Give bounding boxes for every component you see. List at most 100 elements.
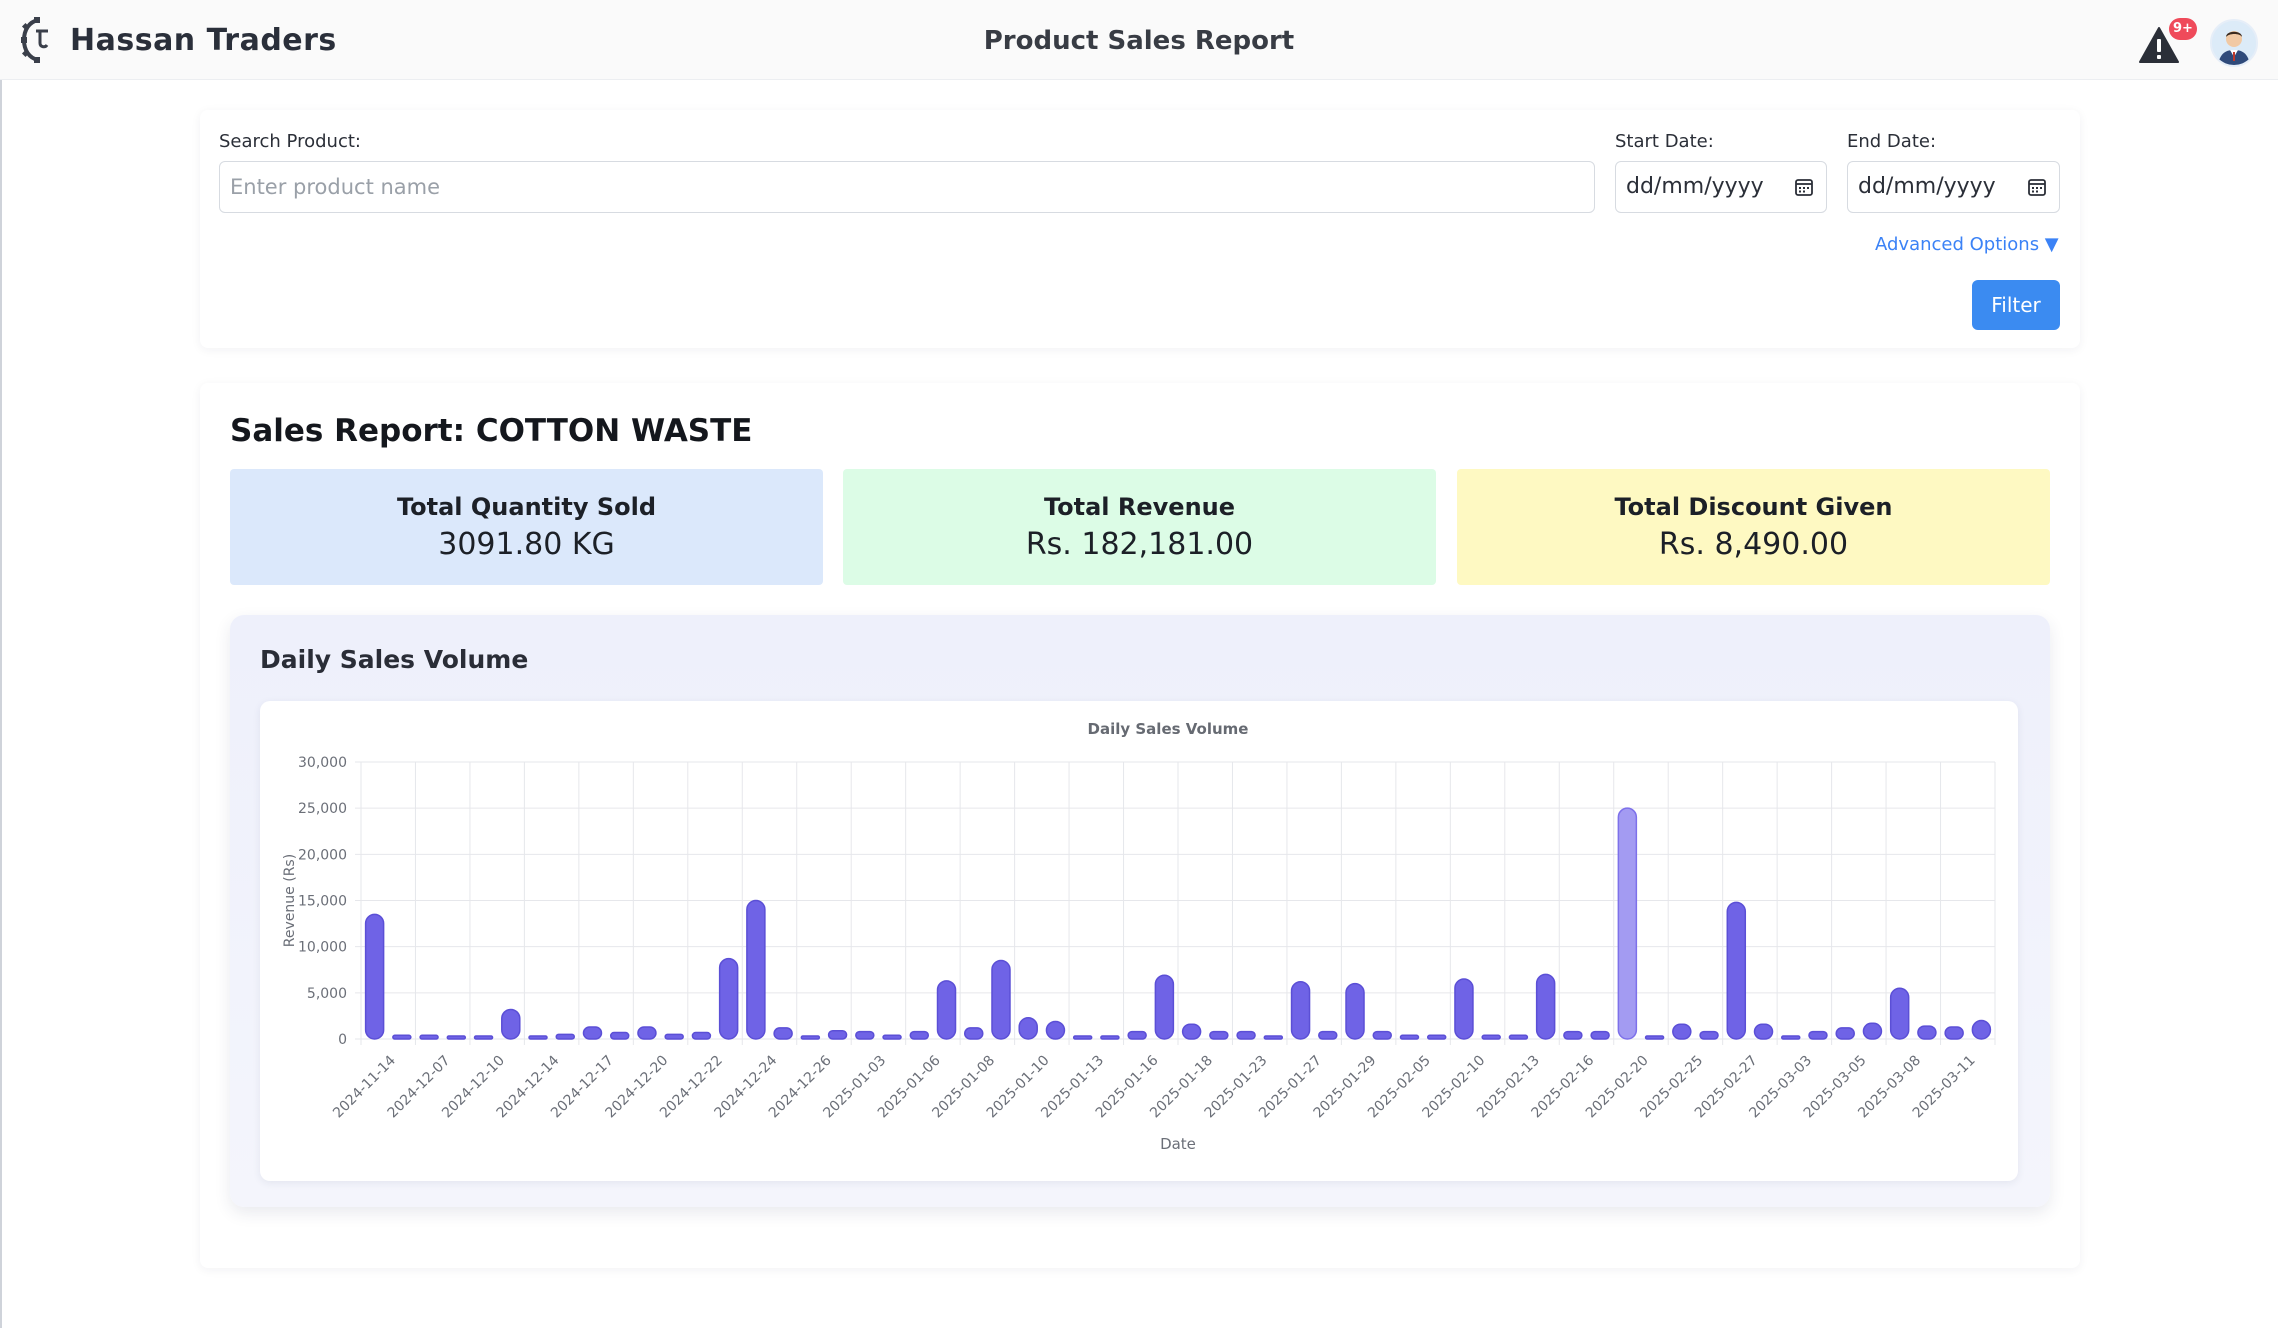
- end-date-input[interactable]: dd/mm/yyyy: [1847, 161, 2060, 213]
- chart-bar: [746, 899, 766, 1040]
- advanced-options-toggle[interactable]: Advanced Options ▼: [1875, 234, 2059, 255]
- chart-bar: [691, 1031, 712, 1040]
- chart-bar: [1399, 1034, 1420, 1040]
- stat-label: Total Revenue: [1043, 493, 1236, 521]
- stat-card-quantity: Total Quantity Sold 3091.80 KG: [230, 469, 823, 585]
- chart-bar: [609, 1031, 630, 1040]
- chart-section-title: Daily Sales Volume: [260, 645, 529, 674]
- chart-bar: [1263, 1035, 1284, 1040]
- chart-bar: [555, 1033, 575, 1040]
- start-date-value: dd/mm/yyyy: [1626, 174, 1764, 199]
- user-avatar-icon: [2212, 21, 2256, 65]
- chart-bar: [419, 1034, 439, 1040]
- chart-bar: [446, 1035, 467, 1040]
- stat-label: Total Discount Given: [1614, 493, 1893, 521]
- alert-count-badge: 9+: [2169, 18, 2197, 40]
- chart-bar: [827, 1029, 848, 1040]
- y-tick-label: 0: [338, 1032, 347, 1048]
- chart-bar: [473, 1035, 494, 1040]
- chart-bar: [1808, 1030, 1828, 1040]
- chart-bar: [800, 1035, 821, 1040]
- chart-bar: [1454, 978, 1474, 1040]
- chart-bar: [1644, 1035, 1665, 1040]
- filter-panel: Search Product: Enter product name Start…: [200, 110, 2080, 348]
- start-date-input[interactable]: dd/mm/yyyy: [1615, 161, 1827, 213]
- x-axis-label: Date: [1160, 1135, 1196, 1153]
- chart-bar: [1590, 1030, 1610, 1040]
- chart-title: Daily Sales Volume: [1088, 720, 1249, 738]
- page-title: Product Sales Report: [983, 26, 1295, 56]
- chart-panel: Daily Sales Volume 0 5,000 10,000 15,000 20,…: [230, 615, 2050, 1207]
- chart-bar: [637, 1026, 657, 1040]
- alerts-button[interactable]: 9+: [2138, 18, 2197, 66]
- search-input[interactable]: Enter product name: [219, 161, 1595, 213]
- stat-value: Rs. 8,490.00: [1658, 527, 1849, 562]
- report-title: Sales Report: COTTON WASTE: [230, 413, 753, 449]
- daily-sales-bar-chart: 05,00010,00015,00020,00025,00030,0002024…: [282, 720, 1996, 1153]
- report-panel: Sales Report: COTTON WASTE Total Quantit…: [200, 383, 2080, 1268]
- chart-bar: [1018, 1017, 1038, 1040]
- y-axis-label: Revenue (Rs): [282, 854, 298, 947]
- chart-bar: [773, 1027, 793, 1040]
- chart-bar: [936, 980, 957, 1040]
- chart-bar: [1318, 1030, 1338, 1040]
- end-date-value: dd/mm/yyyy: [1858, 174, 1996, 199]
- chart-bar: [664, 1033, 684, 1040]
- chart-bar: [1045, 1020, 1066, 1040]
- stat-card-discount: Total Discount Given Rs. 8,490.00: [1457, 469, 2050, 585]
- chart-bar: [1944, 1026, 1964, 1040]
- chart-container: 0 5,000 10,000 15,000 20,000 25,000 30,000 2024…: [260, 701, 2018, 1181]
- chart-bar: [1426, 1034, 1447, 1040]
- chart-bar: [501, 1008, 521, 1040]
- page-left-border: [0, 80, 2, 1328]
- chart-bar: [855, 1030, 875, 1040]
- chart-bar: [392, 1034, 412, 1040]
- chart-bar: [1100, 1035, 1120, 1040]
- y-tick-label: 15,000: [298, 894, 347, 910]
- brand-logo-icon: [21, 17, 49, 63]
- chart-bar: [1508, 1034, 1529, 1040]
- chart-bar: [991, 959, 1011, 1040]
- user-avatar[interactable]: [2210, 19, 2258, 67]
- chart-bar: [1917, 1025, 1937, 1040]
- search-label: Search Product:: [219, 131, 361, 152]
- stat-card-revenue: Total Revenue Rs. 182,181.00: [843, 469, 1436, 585]
- chart-bar: [1672, 1023, 1692, 1040]
- chart-bar: [1290, 981, 1311, 1040]
- chart-bar: [882, 1034, 902, 1040]
- stat-value: 3091.80 KG: [438, 527, 615, 562]
- brand[interactable]: Hassan Traders: [20, 16, 337, 64]
- start-date-label: Start Date:: [1615, 131, 1714, 152]
- chart-bar: [1181, 1023, 1202, 1040]
- top-header: Hassan Traders Product Sales Report 9+: [0, 0, 2278, 80]
- filter-button[interactable]: Filter: [1972, 280, 2060, 330]
- warning-triangle-icon: [2139, 27, 2179, 63]
- chart-bar: [1535, 973, 1556, 1040]
- chart-bar: [1127, 1030, 1147, 1040]
- chart-bar: [1236, 1030, 1256, 1040]
- chart-bar: [1835, 1027, 1855, 1040]
- y-tick-label: 5,000: [307, 986, 347, 1002]
- brand-name: Hassan Traders: [70, 22, 337, 58]
- chart-bar: [582, 1026, 603, 1040]
- chart-bar: [1481, 1034, 1501, 1040]
- chart-bar: [364, 913, 385, 1040]
- y-tick-label: 10,000: [298, 940, 347, 956]
- chart-bar: [1699, 1030, 1719, 1040]
- y-tick-label: 20,000: [298, 847, 347, 863]
- chart-bar: [718, 957, 739, 1040]
- chart-bar: [1209, 1030, 1229, 1040]
- chart-bar: [528, 1035, 548, 1040]
- calendar-icon: [2028, 179, 2046, 196]
- chart-bar: [1563, 1030, 1583, 1040]
- chart-bar: [1617, 807, 1638, 1040]
- stat-label: Total Quantity Sold: [396, 493, 657, 521]
- chart-bar: [909, 1030, 930, 1040]
- end-date-label: End Date:: [1847, 131, 1937, 152]
- chart-bar: [1154, 974, 1175, 1040]
- chart-bar: [1753, 1023, 1774, 1040]
- chart-bar: [1072, 1035, 1093, 1040]
- chart-bar: [964, 1027, 984, 1040]
- chart-bar: [1781, 1035, 1801, 1040]
- chart-bar: [1971, 1019, 1992, 1040]
